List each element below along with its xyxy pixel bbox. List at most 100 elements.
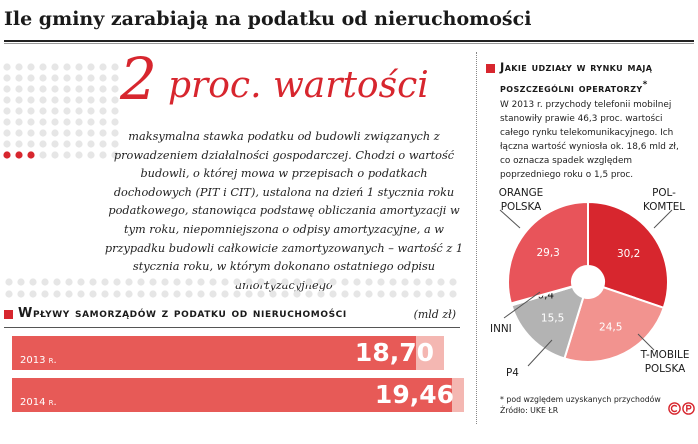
vertical-separator (476, 52, 477, 424)
pie-label-inni: INNI (490, 323, 512, 335)
decorative-dot (77, 290, 85, 298)
decorative-dot (269, 278, 277, 286)
page-title: Ile gminy zarabiają na podatku od nieruc… (4, 8, 532, 30)
decorative-dot (245, 278, 253, 286)
decorative-dot (41, 278, 49, 286)
bar-value-label-2014: 19,46 (374, 380, 454, 409)
bar-value-label-2013: 18,70 (354, 338, 434, 367)
decorative-dot (89, 290, 97, 298)
pie-slice-2 (510, 285, 585, 360)
decorative-dot (87, 129, 95, 137)
decorative-dot (99, 151, 107, 159)
decorative-dot (53, 290, 61, 298)
decorative-dot (27, 151, 35, 159)
bar-row-2013: 2013 r. 18,70 (12, 336, 444, 370)
pie-label-tmobile: T-MOBILE POLSKA (640, 349, 690, 375)
decorative-dot (101, 278, 109, 286)
decorative-dot (17, 290, 25, 298)
pie-value-label: 30,2 (617, 248, 640, 260)
revenue-panel-title: Wpływy samorządów z podatku od nieruchom… (18, 306, 347, 321)
decorative-dot (15, 151, 23, 159)
decorative-dot (233, 290, 241, 298)
decorative-dot (77, 278, 85, 286)
decorative-dot (3, 96, 11, 104)
decorative-dot (99, 63, 107, 71)
decorative-dot (125, 290, 133, 298)
decorative-dot-grid (3, 63, 119, 159)
decorative-dot (51, 63, 59, 71)
decorative-dot (87, 118, 95, 126)
decorative-dot (99, 74, 107, 82)
revenue-panel-unit: (mld zł) (413, 308, 456, 321)
bar-fill-2013 (12, 336, 416, 370)
decorative-dot (15, 118, 23, 126)
decorative-dot (27, 129, 35, 137)
decorative-dot (317, 278, 325, 286)
decorative-dot (87, 96, 95, 104)
decorative-dot (63, 74, 71, 82)
decorative-dot (15, 63, 23, 71)
decorative-dot (27, 85, 35, 93)
decorative-dot (113, 278, 121, 286)
decorative-dot (63, 63, 71, 71)
decorative-dot (197, 290, 205, 298)
market-panel-title-mark: * (642, 80, 648, 90)
decorative-dot (365, 278, 373, 286)
decorative-dot (113, 290, 121, 298)
decorative-dot (293, 290, 301, 298)
revenue-panel-header: Wpływy samorządów z podatku od nieruchom… (4, 306, 460, 326)
decorative-dot (269, 290, 277, 298)
decorative-dot (341, 278, 349, 286)
decorative-dot (39, 129, 47, 137)
pie-slice-0 (587, 200, 669, 310)
decorative-dot (63, 107, 71, 115)
decorative-dot (39, 63, 47, 71)
decorative-dot (149, 290, 157, 298)
decorative-dot (15, 140, 23, 148)
decorative-dot (75, 140, 83, 148)
decorative-dot (377, 278, 385, 286)
decorative-dot (87, 151, 95, 159)
decorative-dot (389, 278, 397, 286)
decorative-dot (87, 63, 95, 71)
decorative-dot (51, 118, 59, 126)
decorative-dot (51, 107, 59, 115)
decorative-dot (15, 107, 23, 115)
headline-value: 2 (120, 45, 157, 113)
decorative-dot (51, 74, 59, 82)
decorative-dot (63, 140, 71, 148)
decorative-dot (63, 85, 71, 93)
title-rule-thin (4, 43, 694, 44)
decorative-dot (53, 278, 61, 286)
decorative-dot (15, 96, 23, 104)
decorative-dot (99, 85, 107, 93)
decorative-dot (27, 74, 35, 82)
decorative-dot (99, 96, 107, 104)
decorative-dot (99, 140, 107, 148)
decorative-dot (353, 278, 361, 286)
decorative-dot (137, 290, 145, 298)
decorative-dot (111, 74, 119, 82)
decorative-dot (75, 107, 83, 115)
decorative-dot (111, 140, 119, 148)
decorative-dot (89, 278, 97, 286)
decorative-dot (63, 151, 71, 159)
decorative-dot (449, 278, 457, 286)
bars-dot-row (5, 278, 457, 298)
decorative-dot (75, 63, 83, 71)
decorative-dot (87, 140, 95, 148)
pie-chart: 30,224,515,50,429,3 (499, 200, 673, 367)
decorative-dot (209, 290, 217, 298)
pie-label-p4: P4 (506, 367, 519, 379)
decorative-dot (245, 290, 253, 298)
decorative-dot (75, 129, 83, 137)
decorative-dot (39, 96, 47, 104)
decorative-dot (3, 118, 11, 126)
decorative-dot (27, 63, 35, 71)
pie-slice-4 (507, 200, 589, 305)
market-panel-title-text: Jakie udziały w rynku mają poszczególni … (500, 60, 653, 95)
decorative-dot (233, 278, 241, 286)
decorative-dot (75, 85, 83, 93)
decorative-dot (63, 129, 71, 137)
section-marker (4, 310, 13, 319)
